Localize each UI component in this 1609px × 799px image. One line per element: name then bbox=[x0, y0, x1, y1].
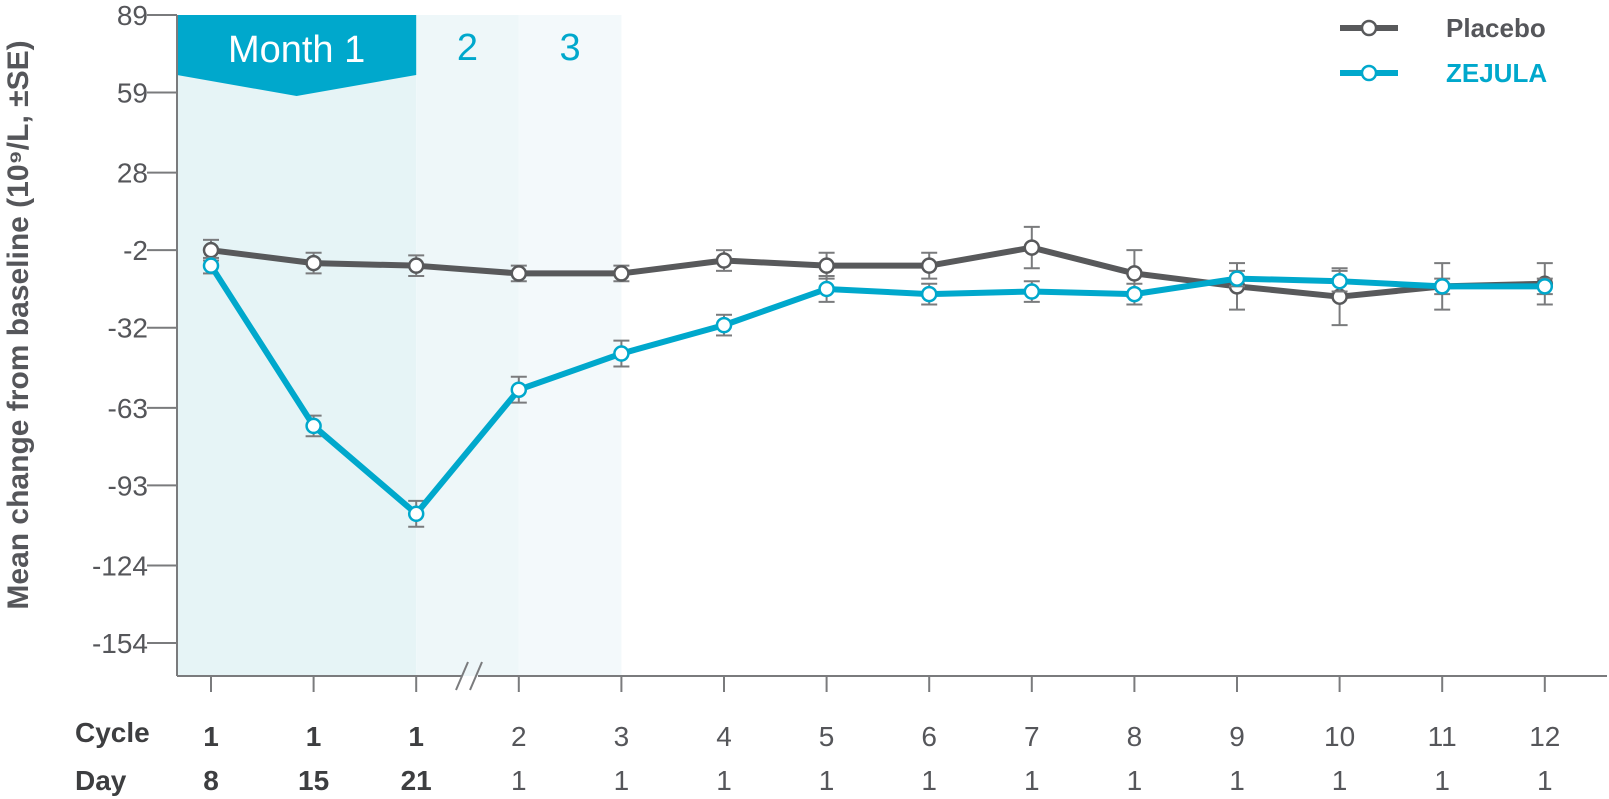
legend-label: Placebo bbox=[1446, 13, 1546, 43]
x-tick-cycle: 8 bbox=[1127, 721, 1143, 752]
series-layer bbox=[202, 225, 1554, 528]
data-point bbox=[407, 257, 425, 274]
data-point bbox=[1023, 283, 1041, 300]
y-tick-label: -93 bbox=[108, 470, 148, 501]
legend: Placebo ZEJULA bbox=[1340, 13, 1547, 88]
data-point bbox=[1331, 272, 1348, 290]
y-axis-label: Mean change from baseline (10⁹/L, ±SE) bbox=[2, 40, 35, 609]
data-point bbox=[202, 257, 220, 274]
data-point bbox=[818, 280, 835, 298]
data-point bbox=[1126, 265, 1143, 282]
x-tick-day: 1 bbox=[511, 765, 527, 796]
data-point bbox=[1126, 285, 1143, 303]
x-tick-day: 1 bbox=[1434, 765, 1450, 796]
legend-label: ZEJULA bbox=[1446, 58, 1547, 88]
data-point bbox=[202, 241, 220, 259]
x-tick-cycle: 10 bbox=[1324, 721, 1355, 752]
row-label-cycle: Cycle bbox=[75, 717, 150, 748]
data-point bbox=[305, 417, 322, 435]
series-line bbox=[210, 244, 1545, 300]
data-point bbox=[1023, 239, 1041, 256]
data-point bbox=[305, 254, 322, 272]
axis-break-mark bbox=[455, 661, 469, 691]
data-point bbox=[715, 252, 733, 269]
data-point bbox=[613, 345, 630, 362]
y-tick-label: -32 bbox=[108, 313, 148, 344]
x-tick-day: 1 bbox=[819, 765, 835, 796]
band-month-1 bbox=[177, 15, 417, 676]
y-tick-label: -154 bbox=[92, 628, 148, 659]
data-point bbox=[613, 265, 630, 282]
y-axis: 89 59 28 -2 -32 -63 -93 -124 -154 bbox=[92, 0, 178, 676]
x-tick-cycle: 11 bbox=[1428, 721, 1457, 752]
x-tick-day: 1 bbox=[1024, 765, 1040, 796]
x-tick-day: 1 bbox=[716, 765, 732, 796]
series-line bbox=[208, 264, 1545, 517]
axis-break-mark bbox=[469, 661, 483, 691]
data-point bbox=[510, 381, 528, 398]
data-point bbox=[1228, 270, 1246, 287]
y-tick-label: -2 bbox=[123, 235, 148, 266]
x-tick-day: 1 bbox=[921, 765, 937, 796]
y-tick-label: -124 bbox=[92, 550, 148, 581]
x-tick-cycle: 1 bbox=[306, 721, 322, 752]
x-tick-cycle: 7 bbox=[1024, 721, 1040, 752]
x-tick-cycle: 5 bbox=[819, 721, 835, 752]
x-tick-day: 1 bbox=[614, 765, 630, 796]
y-tick-label: 59 bbox=[117, 78, 148, 109]
data-point bbox=[510, 265, 528, 282]
x-tick-day: 21 bbox=[401, 765, 432, 796]
x-tick-day: 1 bbox=[1127, 765, 1143, 796]
x-tick-cycle: 1 bbox=[408, 721, 424, 752]
x-tick-day: 15 bbox=[298, 765, 329, 796]
y-tick-label: 28 bbox=[117, 158, 148, 189]
month-bands: Month 1 2 3 bbox=[177, 15, 622, 676]
x-tick-cycle: 12 bbox=[1529, 721, 1560, 752]
data-point bbox=[920, 257, 938, 274]
x-axis: CycleDay18115121213141516171819110111112… bbox=[75, 661, 1607, 796]
x-tick-day: 1 bbox=[1229, 765, 1245, 796]
x-tick-cycle: 9 bbox=[1229, 721, 1245, 752]
x-tick-cycle: 1 bbox=[203, 721, 219, 752]
y-tick-label: 89 bbox=[117, 0, 148, 31]
month-3-label: 3 bbox=[560, 27, 581, 69]
band-month-3 bbox=[518, 15, 622, 676]
month-1-header bbox=[177, 15, 417, 96]
data-point bbox=[407, 505, 425, 523]
legend-marker bbox=[1360, 19, 1378, 37]
x-tick-cycle: 6 bbox=[921, 721, 937, 752]
legend-marker bbox=[1360, 64, 1378, 82]
month-1-label: Month 1 bbox=[228, 29, 365, 71]
data-point bbox=[715, 316, 733, 334]
series-zejula bbox=[202, 256, 1554, 528]
data-point bbox=[920, 285, 938, 303]
x-tick-day: 8 bbox=[203, 765, 219, 796]
month-2-label: 2 bbox=[457, 27, 478, 69]
x-tick-day: 1 bbox=[1332, 765, 1348, 796]
data-point bbox=[1433, 278, 1451, 295]
x-tick-cycle: 2 bbox=[511, 721, 527, 752]
x-tick-day: 1 bbox=[1537, 765, 1553, 796]
data-point bbox=[818, 257, 835, 274]
y-tick-label: -63 bbox=[108, 393, 148, 424]
x-tick-cycle: 3 bbox=[614, 721, 630, 752]
row-label-day: Day bbox=[75, 765, 127, 796]
x-tick-cycle: 4 bbox=[716, 721, 732, 752]
band-month-2 bbox=[416, 15, 519, 676]
data-point bbox=[1536, 278, 1554, 295]
